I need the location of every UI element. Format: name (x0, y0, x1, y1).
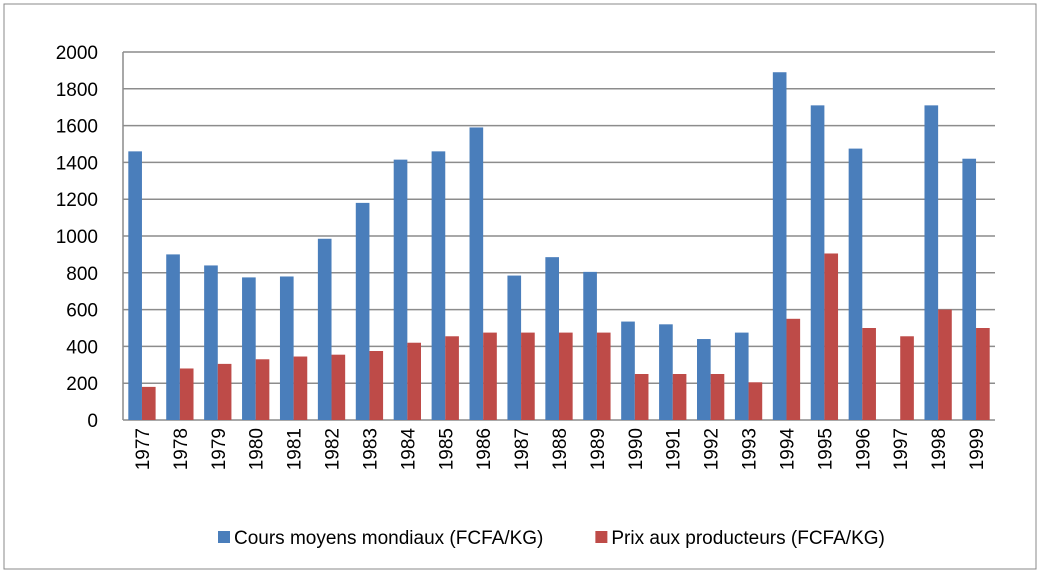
x-tick-label: 1978 (171, 428, 192, 470)
x-tick-label: 1977 (133, 428, 154, 470)
bar (545, 257, 559, 420)
legend-label: Cours moyens mondiaux (FCFA/KG) (234, 528, 543, 549)
x-tick-label: 1995 (815, 428, 836, 470)
bar (469, 127, 484, 420)
y-tick-label: 1000 (56, 227, 98, 248)
bar (786, 318, 801, 420)
bar (242, 277, 256, 420)
y-tick-label: 1600 (56, 117, 98, 138)
bar (445, 336, 459, 420)
bar (279, 276, 294, 420)
bar (900, 336, 914, 420)
bar (217, 363, 232, 420)
x-tick-label: 1991 (664, 428, 685, 470)
y-tick-label: 200 (66, 374, 98, 395)
bar (810, 105, 825, 421)
x-tick-label: 1998 (929, 428, 950, 470)
bar (369, 351, 384, 420)
bar (596, 332, 611, 420)
bar (407, 342, 421, 420)
x-tick-label: 1986 (474, 428, 495, 470)
bar (293, 356, 308, 420)
bar (862, 328, 876, 420)
x-tick-label: 1996 (853, 428, 874, 470)
bar (204, 265, 218, 420)
x-tick-label: 1985 (436, 428, 457, 470)
x-tick-label: 1984 (398, 428, 419, 471)
bar (141, 386, 156, 420)
bar (393, 159, 408, 420)
bar (697, 339, 711, 420)
bar (634, 374, 649, 420)
y-tick-label: 800 (66, 264, 98, 285)
bar (483, 332, 497, 420)
x-tick-label: 1979 (209, 428, 230, 470)
bar (583, 271, 597, 420)
y-tick-label: 1400 (56, 153, 98, 174)
bar (824, 253, 839, 420)
bar (659, 324, 673, 420)
legend-swatch (595, 531, 608, 543)
x-tick-label: 1999 (967, 428, 988, 470)
bar (672, 374, 687, 420)
x-tick-label: 1981 (285, 428, 306, 470)
x-tick-label: 1997 (891, 428, 912, 470)
y-tick-label: 1800 (56, 80, 98, 101)
y-tick-label: 2000 (56, 43, 98, 64)
y-tick-label: 0 (87, 411, 98, 432)
bar (331, 354, 346, 420)
bar (431, 151, 446, 421)
bar (355, 202, 370, 420)
bar (772, 72, 787, 421)
bar (179, 368, 194, 420)
y-tick-label: 1200 (56, 190, 98, 211)
y-tick-label: 600 (66, 301, 98, 322)
bar (521, 332, 535, 420)
legend-label: Prix aux producteurs (FCFA/KG) (611, 528, 884, 549)
bar (976, 328, 990, 420)
x-tick-label: 1988 (550, 428, 571, 470)
bar (128, 151, 142, 421)
bar (710, 374, 725, 420)
bar (924, 105, 939, 421)
bar (848, 148, 863, 420)
bar (166, 254, 180, 420)
bar (748, 382, 763, 420)
x-tick-label: 1980 (247, 428, 268, 470)
y-tick-label: 400 (66, 337, 98, 358)
bar (734, 332, 749, 420)
x-tick-label: 1992 (702, 428, 723, 470)
bar (255, 359, 270, 420)
x-tick-label: 1987 (512, 428, 533, 470)
bar (317, 238, 332, 420)
x-tick-label: 1982 (323, 428, 344, 470)
x-tick-label: 1989 (588, 428, 609, 470)
bar (507, 275, 522, 420)
x-tick-label: 1990 (626, 428, 647, 470)
bar (559, 332, 573, 420)
x-tick-label: 1994 (777, 428, 798, 471)
x-tick-label: 1993 (740, 428, 761, 470)
legend-swatch (218, 531, 230, 543)
x-tick-label: 1983 (360, 428, 381, 470)
bar (938, 309, 952, 420)
bar (962, 158, 977, 420)
bar (621, 321, 635, 420)
